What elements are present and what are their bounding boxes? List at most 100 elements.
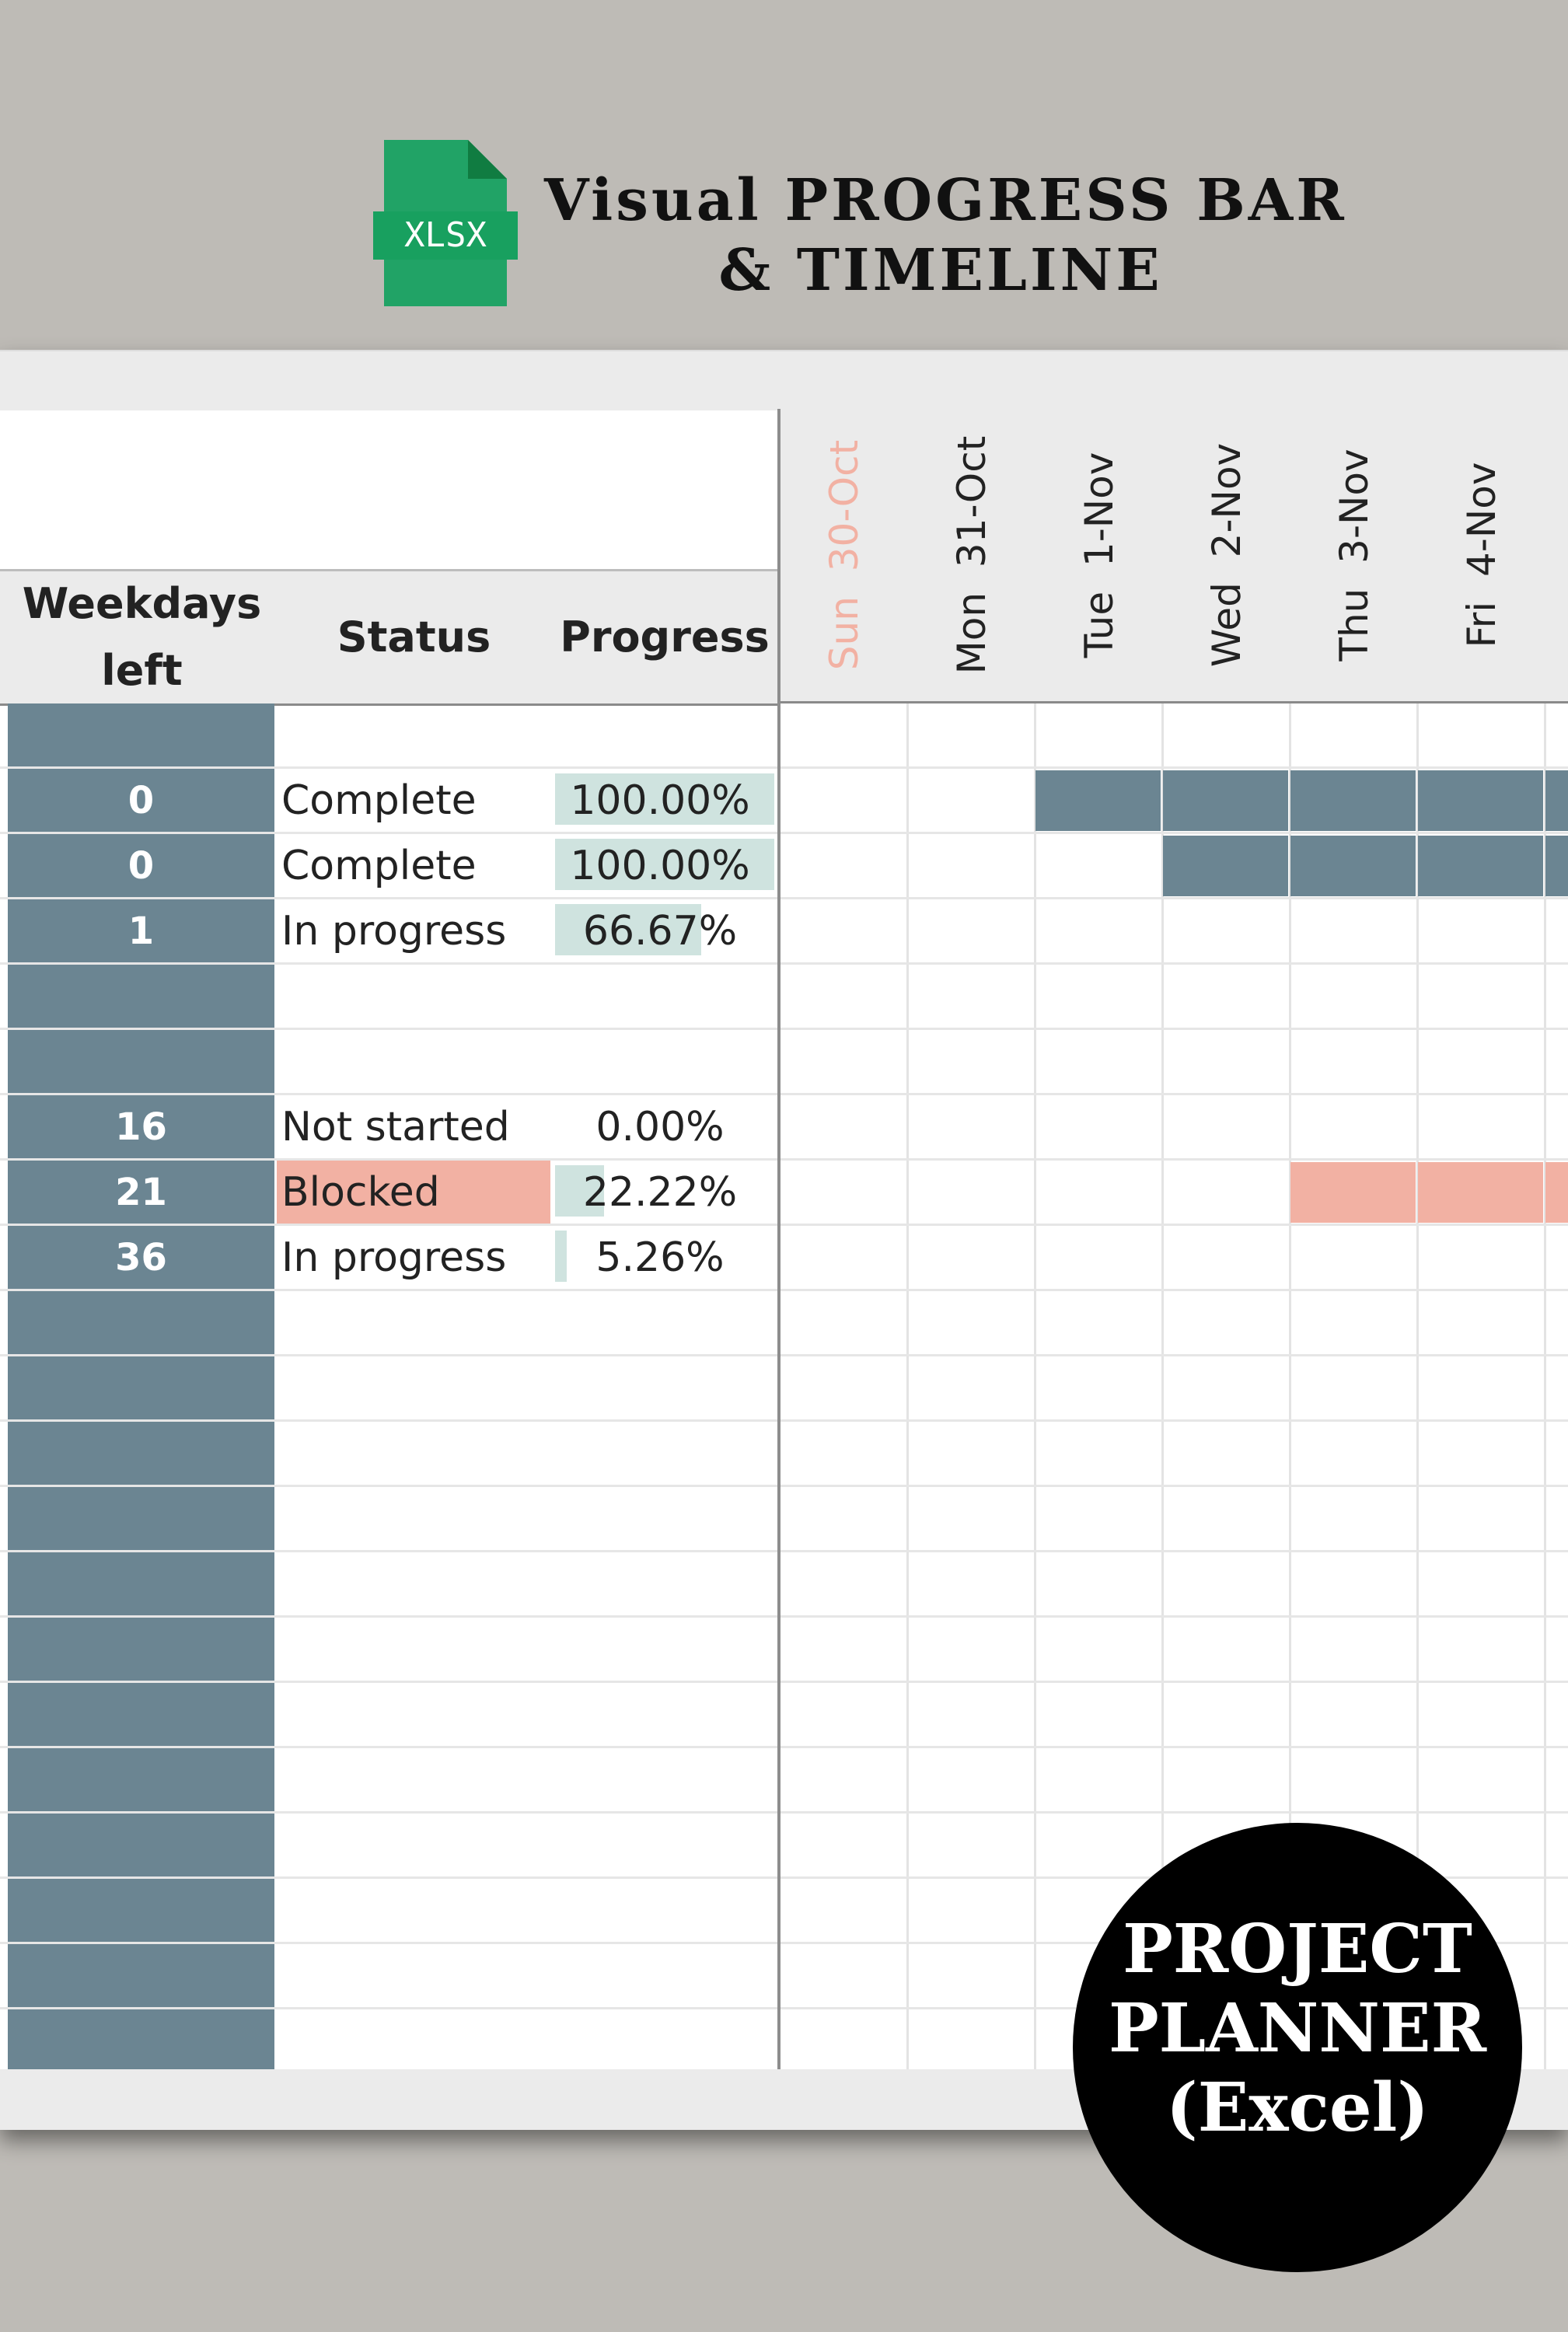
- progress-cell[interactable]: [554, 1814, 777, 1876]
- table-row[interactable]: [0, 1552, 777, 1618]
- progress-cell[interactable]: 66.67%: [554, 899, 777, 962]
- table-row[interactable]: 1 In progress 66.67%: [0, 899, 777, 965]
- progress-cell[interactable]: 5.26%: [554, 1226, 777, 1289]
- date-column-header[interactable]: Thu 3-Nov: [1290, 409, 1418, 701]
- status-cell[interactable]: [277, 1944, 550, 2007]
- table-row[interactable]: [0, 1748, 777, 1814]
- status-cell[interactable]: [277, 1422, 550, 1485]
- weekdays-left-cell[interactable]: 0: [8, 834, 274, 897]
- status-cell[interactable]: Blocked: [277, 1161, 550, 1224]
- date-column-header[interactable]: Fri 4-Nov: [1418, 409, 1545, 701]
- progress-cell[interactable]: [554, 1683, 777, 1746]
- table-row[interactable]: [0, 1291, 777, 1356]
- weekdays-left-cell[interactable]: [8, 1748, 274, 1811]
- weekdays-left-cell[interactable]: [8, 1356, 274, 1419]
- table-row[interactable]: [0, 1683, 777, 1748]
- weekdays-left-cell[interactable]: [8, 703, 274, 766]
- table-row[interactable]: [0, 1879, 777, 1944]
- status-cell[interactable]: Not started: [281, 1103, 510, 1150]
- weekdays-left-cell[interactable]: 21: [8, 1161, 274, 1224]
- table-row[interactable]: 0 Complete 100.00%: [0, 769, 777, 834]
- table-row[interactable]: 21 Blocked 22.22%: [0, 1161, 777, 1226]
- weekdays-left-cell[interactable]: [8, 1814, 274, 1876]
- table-row[interactable]: [0, 1487, 777, 1552]
- table-row[interactable]: [0, 1814, 777, 1879]
- column-header-weekdays-left[interactable]: Weekdays left: [22, 579, 262, 695]
- weekdays-left-cell[interactable]: 1: [8, 899, 274, 962]
- progress-cell[interactable]: [554, 2009, 777, 2072]
- gantt-cell-active[interactable]: [1290, 836, 1416, 896]
- progress-cell[interactable]: [554, 1879, 777, 1942]
- gantt-cell-active[interactable]: [1545, 770, 1568, 831]
- status-cell[interactable]: [277, 1683, 550, 1746]
- gantt-cell-active[interactable]: [1418, 836, 1543, 896]
- status-cell[interactable]: In progress: [281, 1234, 507, 1281]
- progress-cell[interactable]: [554, 1944, 777, 2007]
- progress-cell[interactable]: [554, 1356, 777, 1419]
- progress-cell[interactable]: [554, 965, 777, 1028]
- progress-cell[interactable]: [554, 1618, 777, 1681]
- status-cell[interactable]: In progress: [281, 907, 507, 955]
- table-row[interactable]: [0, 965, 777, 1030]
- table-row[interactable]: 16 Not started 0.00%: [0, 1095, 777, 1161]
- progress-cell[interactable]: [554, 1030, 777, 1093]
- table-row[interactable]: 36 In progress 5.26%: [0, 1226, 777, 1291]
- column-header-progress[interactable]: Progress: [560, 613, 770, 662]
- table-row[interactable]: [0, 703, 777, 769]
- table-row[interactable]: [0, 2009, 777, 2075]
- weekdays-left-cell[interactable]: [8, 1944, 274, 2007]
- progress-cell[interactable]: [554, 1291, 777, 1354]
- date-column-header[interactable]: Sun 30-Oct: [781, 409, 908, 701]
- progress-cell[interactable]: 22.22%: [554, 1161, 777, 1224]
- progress-cell[interactable]: 100.00%: [554, 769, 777, 832]
- table-row[interactable]: [0, 1944, 777, 2009]
- gantt-cell-active[interactable]: [1290, 770, 1416, 831]
- gantt-cell-active[interactable]: [1545, 836, 1568, 896]
- status-cell[interactable]: [277, 1618, 550, 1681]
- weekdays-left-cell[interactable]: [8, 1422, 274, 1485]
- gantt-cell-active[interactable]: [1418, 770, 1543, 831]
- table-row[interactable]: 0 Complete 100.00%: [0, 834, 777, 899]
- gantt-cell-blocked[interactable]: [1545, 1162, 1568, 1223]
- status-cell[interactable]: [277, 965, 550, 1028]
- weekdays-left-cell[interactable]: [8, 1030, 274, 1093]
- progress-cell[interactable]: [554, 1487, 777, 1550]
- status-cell[interactable]: [277, 1748, 550, 1811]
- status-cell[interactable]: [277, 703, 550, 766]
- status-cell[interactable]: Complete: [281, 842, 477, 889]
- weekdays-left-cell[interactable]: [8, 1552, 274, 1615]
- progress-cell[interactable]: [554, 1748, 777, 1811]
- weekdays-left-cell[interactable]: [8, 2009, 274, 2072]
- date-column-header[interactable]: Mon 31-Oct: [908, 409, 1035, 701]
- status-cell[interactable]: [277, 1487, 550, 1550]
- status-cell[interactable]: [277, 2009, 550, 2072]
- weekdays-left-cell[interactable]: [8, 1618, 274, 1681]
- weekdays-left-cell[interactable]: [8, 1879, 274, 1942]
- progress-cell[interactable]: [554, 1552, 777, 1615]
- status-cell[interactable]: [277, 1814, 550, 1876]
- progress-cell[interactable]: [554, 1422, 777, 1485]
- date-column-header[interactable]: Wed 2-Nov: [1163, 409, 1290, 701]
- progress-cell[interactable]: [554, 703, 777, 766]
- status-cell[interactable]: [277, 1291, 550, 1354]
- weekdays-left-cell[interactable]: 16: [8, 1095, 274, 1158]
- table-row[interactable]: [0, 1030, 777, 1095]
- weekdays-left-cell[interactable]: [8, 1683, 274, 1746]
- status-cell[interactable]: [277, 1030, 550, 1093]
- status-cell[interactable]: Complete: [281, 777, 477, 824]
- progress-cell[interactable]: 0.00%: [554, 1095, 777, 1158]
- gantt-cell-blocked[interactable]: [1290, 1162, 1416, 1223]
- status-cell[interactable]: [277, 1879, 550, 1942]
- weekdays-left-cell[interactable]: 0: [8, 769, 274, 832]
- progress-cell[interactable]: 100.00%: [554, 834, 777, 897]
- weekdays-left-cell[interactable]: [8, 965, 274, 1028]
- gantt-cell-active[interactable]: [1163, 770, 1288, 831]
- gantt-cell-blocked[interactable]: [1418, 1162, 1543, 1223]
- table-row[interactable]: [0, 1618, 777, 1683]
- table-row[interactable]: [0, 1356, 777, 1422]
- gantt-cell-active[interactable]: [1035, 770, 1161, 831]
- status-cell[interactable]: [277, 1356, 550, 1419]
- column-header-status[interactable]: Status: [337, 613, 491, 662]
- date-column-header[interactable]: Tue 1-Nov: [1035, 409, 1163, 701]
- weekdays-left-cell[interactable]: [8, 1291, 274, 1354]
